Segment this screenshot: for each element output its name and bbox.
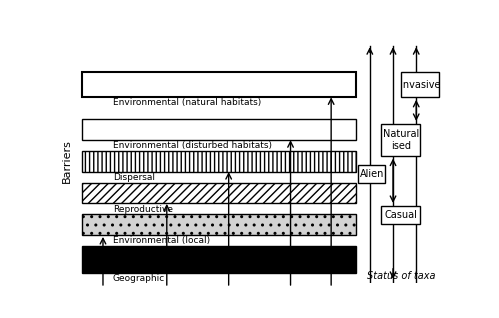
Text: Barriers: Barriers (62, 139, 72, 183)
Bar (82, 183, 356, 204)
Text: Status of taxa: Status of taxa (366, 271, 435, 280)
Text: Alien: Alien (360, 169, 384, 179)
Bar (82, 246, 356, 273)
Text: Casual: Casual (384, 210, 417, 220)
Text: Environmental (disturbed habitats): Environmental (disturbed habitats) (113, 141, 271, 150)
Bar (82, 214, 356, 235)
Bar (82, 73, 356, 97)
Text: Environmental (natural habitats): Environmental (natural habitats) (113, 98, 261, 107)
Bar (82, 119, 356, 140)
Text: Reproductive: Reproductive (113, 205, 173, 214)
Text: Natural
ised: Natural ised (383, 129, 419, 151)
Bar (82, 151, 356, 172)
Text: Geographic: Geographic (113, 274, 165, 283)
Text: Dispersal: Dispersal (113, 173, 155, 182)
Bar (358, 165, 385, 183)
Bar (381, 206, 420, 224)
Text: Invasive: Invasive (400, 80, 440, 90)
Bar (401, 73, 440, 97)
Text: Environmental (local): Environmental (local) (113, 237, 210, 245)
Bar (381, 124, 420, 156)
